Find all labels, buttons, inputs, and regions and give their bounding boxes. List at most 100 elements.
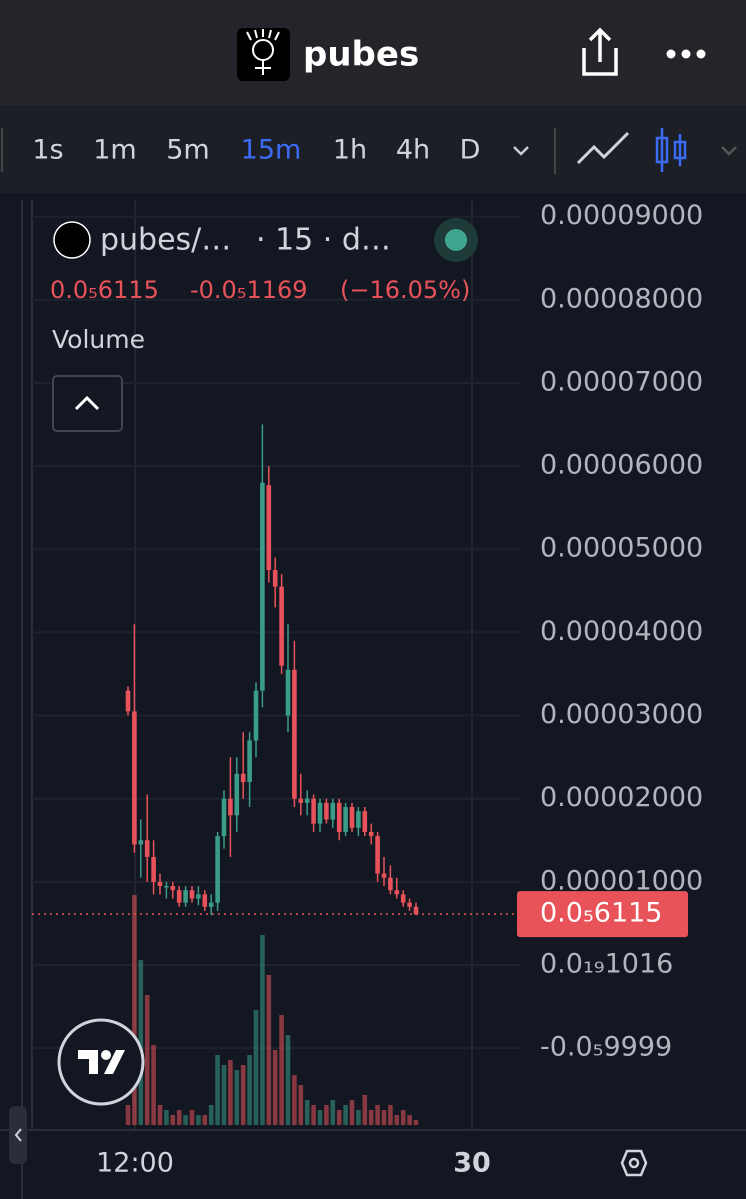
y-tick-label: 0.00003000	[540, 699, 703, 730]
candle-body	[375, 836, 380, 874]
volume-bar	[138, 960, 144, 1125]
volume-bar	[298, 1085, 304, 1125]
share-button[interactable]	[582, 27, 618, 76]
volume-bar	[292, 1075, 297, 1125]
interval-button[interactable]: 4h	[396, 135, 430, 166]
volume-bar	[375, 1105, 380, 1125]
candle-body	[368, 831, 374, 837]
volume-bar	[400, 1110, 406, 1125]
candle-body	[413, 906, 419, 915]
legend-icon	[53, 221, 91, 259]
settings-button[interactable]	[620, 1149, 648, 1177]
y-tick-label: 0.00004000	[540, 616, 703, 647]
volume-bar	[311, 1105, 316, 1125]
volume-bar	[304, 1100, 310, 1125]
volume-bar	[215, 1055, 220, 1125]
candle-body	[362, 811, 368, 832]
volume-bar	[202, 1115, 208, 1125]
volume-bar	[183, 1115, 188, 1125]
volume-bar	[189, 1110, 195, 1125]
candle-body	[215, 836, 220, 903]
volume-bar	[413, 1120, 419, 1125]
settings-button-center	[628, 1157, 640, 1169]
candle-body	[336, 802, 342, 832]
header-title: pubes	[303, 35, 419, 75]
candle-body	[330, 802, 336, 820]
candle-body	[400, 894, 406, 903]
interval-button[interactable]: 1h	[333, 135, 367, 166]
volume-bar	[144, 995, 150, 1125]
toolbar	[0, 107, 746, 193]
volume-bar	[164, 1110, 169, 1125]
candle-body	[208, 902, 214, 907]
candle-body	[266, 485, 272, 571]
candle-body	[292, 669, 297, 799]
candle-body	[234, 773, 240, 816]
candle-body	[272, 570, 278, 587]
style-dropdown[interactable]	[721, 146, 737, 156]
last-price-box	[517, 891, 688, 938]
candle-body	[356, 811, 361, 828]
interval-button[interactable]: 1s	[32, 135, 63, 166]
volume-bar	[356, 1110, 361, 1125]
volume-bar	[343, 1105, 348, 1125]
line-chart-button[interactable]	[576, 131, 630, 165]
candle-body	[279, 586, 284, 666]
volume-bar	[221, 1065, 227, 1125]
volume-bar	[157, 1105, 163, 1125]
candle-body	[196, 894, 201, 899]
candle-body	[311, 798, 316, 824]
volume-bar	[176, 1110, 182, 1125]
volume-bar	[336, 1110, 342, 1125]
legend-price: 0.0₅6115	[50, 276, 159, 304]
candle-body	[221, 798, 227, 837]
y-tick-label: 0.00002000	[540, 782, 703, 813]
volume-bar	[381, 1110, 387, 1125]
side-tab[interactable]	[9, 1106, 27, 1164]
y-tick-label: 0.00008000	[540, 283, 703, 314]
volume-bar	[196, 1115, 201, 1125]
candle-body	[132, 711, 137, 845]
volume-bar	[125, 1105, 131, 1125]
interval-button[interactable]: D	[460, 135, 481, 166]
token-icon-lines	[246, 29, 280, 75]
volume-bar	[388, 1105, 393, 1125]
time-label: 30	[453, 1148, 491, 1179]
candle-body	[151, 856, 156, 882]
candle-body	[260, 482, 265, 691]
legend-change: -0.0₅1169	[190, 276, 308, 304]
volume-bar	[228, 1060, 233, 1125]
candle-body	[176, 890, 182, 903]
y-tick-label: 0.00006000	[540, 450, 703, 481]
volume-bar	[260, 935, 265, 1125]
volume-bar	[349, 1100, 355, 1125]
candle-body	[125, 690, 131, 712]
interval-button[interactable]: 1m	[93, 135, 136, 166]
candle-body	[349, 807, 355, 828]
header-bar	[0, 0, 746, 106]
more-button[interactable]	[666, 49, 706, 59]
volume-bar	[253, 1010, 259, 1125]
interval-button[interactable]: 5m	[166, 135, 209, 166]
y-tick-label: -0.0₅9999	[540, 1032, 672, 1063]
y-tick-label: 0.0₁₉1016	[540, 949, 673, 980]
candle-body	[164, 886, 169, 888]
interval-dropdown[interactable]	[513, 146, 529, 156]
volume-bar	[330, 1100, 336, 1125]
candle-body	[138, 840, 144, 845]
volume-bar	[266, 975, 272, 1125]
legend-change-pct: (−16.05%)	[340, 276, 470, 304]
tradingview-logo[interactable]	[57, 1018, 145, 1106]
volume-bar	[407, 1115, 412, 1125]
collapse-button[interactable]	[52, 375, 123, 432]
candle-body	[394, 890, 400, 895]
candle-body	[304, 798, 310, 803]
candle-body	[317, 802, 323, 824]
candle-body	[285, 669, 291, 716]
volume-bar	[170, 1115, 176, 1125]
volume-bar	[324, 1105, 329, 1125]
interval-button[interactable]: 15m	[241, 135, 302, 166]
candle-body	[157, 881, 163, 887]
candle-chart-button[interactable]	[655, 128, 687, 172]
